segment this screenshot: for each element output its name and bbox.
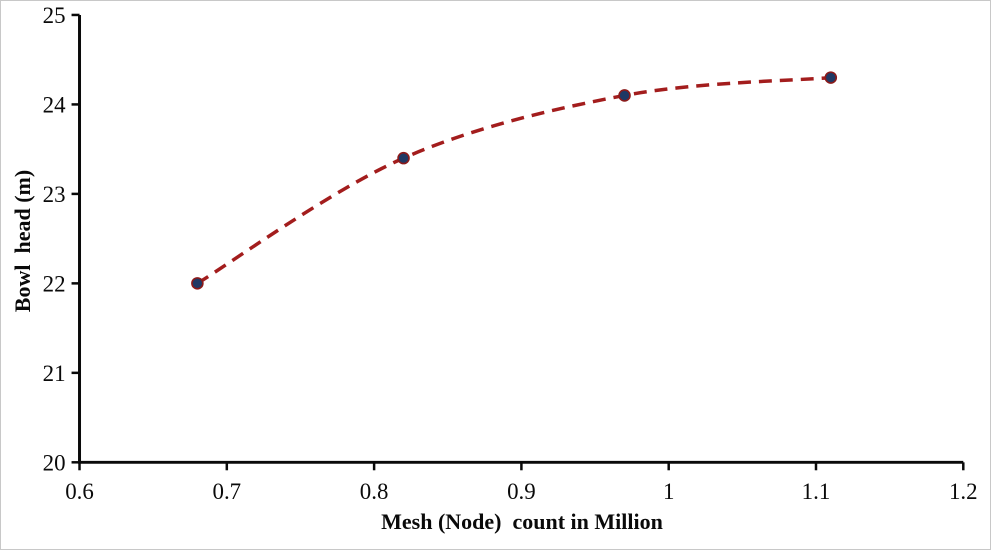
y-tick-label: 23: [43, 182, 66, 207]
data-point-marker: [824, 71, 838, 84]
y-tick-label: 22: [43, 271, 66, 296]
data-point-marker: [618, 89, 631, 102]
y-tick-label: 21: [43, 361, 66, 386]
x-tick-label: 1.2: [949, 479, 978, 504]
data-point-marker: [397, 151, 410, 165]
y-axis-label: Bowl head (m): [10, 169, 35, 313]
x-tick-label: 0.8: [360, 479, 389, 504]
y-tick-label: 25: [43, 3, 66, 28]
x-tick-label: 0.7: [212, 479, 241, 504]
y-tick-label: 20: [43, 450, 66, 475]
y-tick-label: 24: [43, 92, 66, 117]
x-tick-label: 0.9: [507, 479, 536, 504]
x-tick-label: 1: [663, 479, 674, 504]
series-line: [196, 75, 831, 285]
x-axis-label: Mesh (Node) count in Million: [381, 509, 663, 534]
x-tick-label: 1.1: [802, 479, 831, 504]
x-tick-label: 0.6: [65, 479, 94, 504]
data-point-marker: [191, 277, 204, 290]
